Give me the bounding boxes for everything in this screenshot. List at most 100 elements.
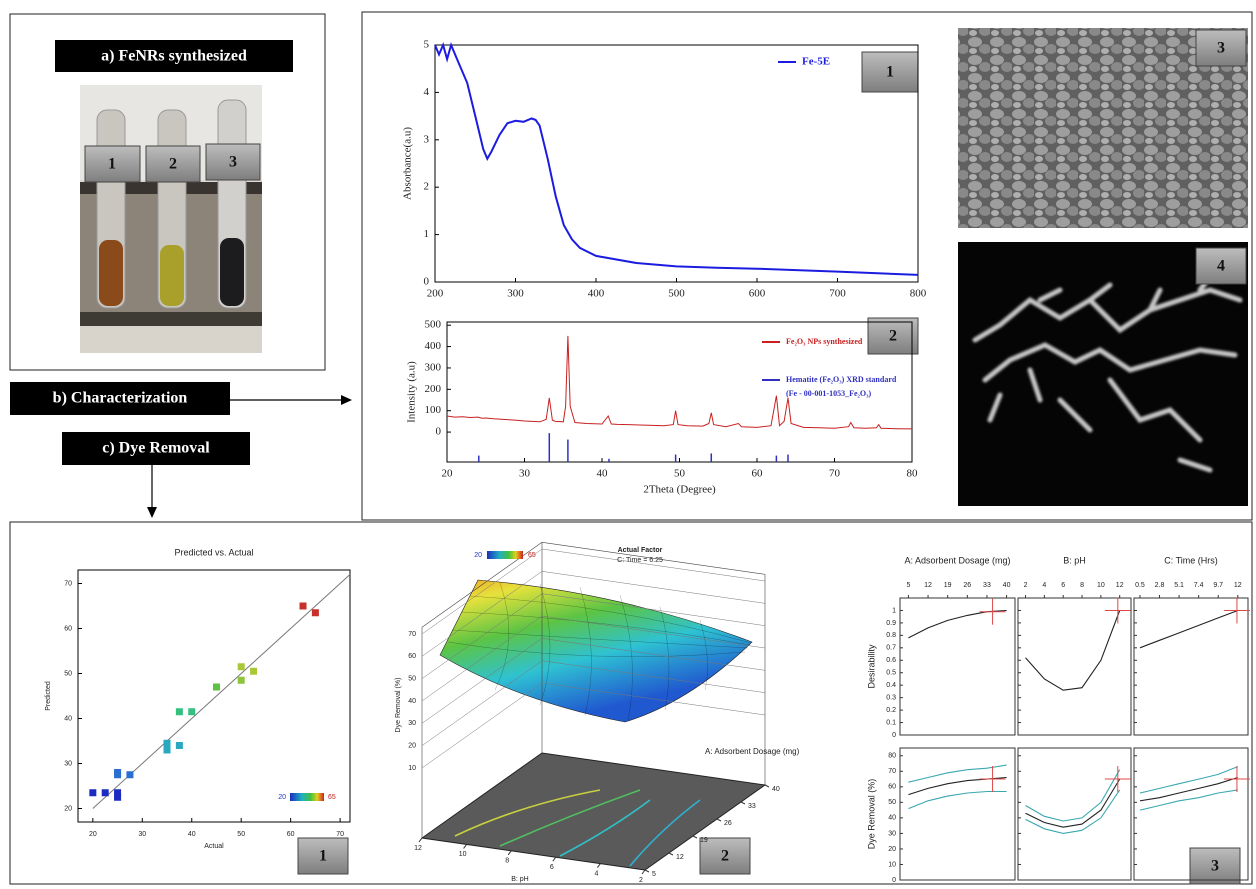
y-tick-label: 70 bbox=[64, 580, 72, 587]
badge-label: 2 bbox=[721, 848, 729, 865]
removal-upper bbox=[908, 765, 1006, 782]
badge-label: 1 bbox=[886, 64, 894, 81]
x-tick-label: 30 bbox=[519, 468, 531, 480]
z-tick-label: 50 bbox=[408, 676, 416, 683]
x-tick bbox=[741, 802, 745, 804]
row-label: Dye Removal (%) bbox=[866, 779, 876, 850]
badge-label: 3 bbox=[1217, 40, 1225, 57]
badge-label: 4 bbox=[1217, 258, 1225, 275]
x-tick bbox=[669, 853, 673, 855]
x-tick-label: 19 bbox=[944, 582, 952, 589]
y-tick-label: 20 bbox=[888, 846, 896, 853]
panel-frame bbox=[900, 748, 1015, 880]
y-tick bbox=[508, 851, 511, 855]
y-tick-label: 0.2 bbox=[886, 707, 896, 714]
y-tick-label: 50 bbox=[888, 799, 896, 806]
y-tick-label: 0 bbox=[436, 426, 442, 438]
x-tick-label: 10 bbox=[1097, 582, 1105, 589]
z-tick-label: 10 bbox=[408, 765, 416, 772]
y-tick-label: 5 bbox=[424, 39, 430, 51]
y-tick-label: 0 bbox=[892, 877, 896, 884]
x-tick-label: 33 bbox=[983, 582, 991, 589]
x-tick-label: 12 bbox=[676, 854, 684, 861]
y-tick-label: 2 bbox=[639, 877, 643, 884]
row-label: Desirability bbox=[866, 644, 876, 689]
y-tick-label: 40 bbox=[64, 715, 72, 722]
y-tick-label: 4 bbox=[594, 870, 598, 877]
desirability-curve bbox=[908, 611, 1006, 638]
x-tick-label: 26 bbox=[724, 820, 732, 827]
panel-b-title: b) Characterization bbox=[53, 390, 188, 407]
x-tick-label: 12 bbox=[924, 582, 932, 589]
y-tick-label: 0.6 bbox=[886, 657, 896, 664]
legend-label: Hematite (Fe₂O₃) XRD standard bbox=[786, 375, 897, 384]
x-tick-label: 8 bbox=[1080, 582, 1084, 589]
x-tick-label: 50 bbox=[674, 468, 686, 480]
y-tick-label: 10 bbox=[888, 861, 896, 868]
page: a) FeNRs synthesized 1 2 3 b) Characteri… bbox=[0, 0, 1256, 889]
y-tick-label: 0 bbox=[892, 732, 896, 739]
x-tick-label: 19 bbox=[700, 837, 708, 844]
colorbar-min: 20 bbox=[474, 552, 482, 559]
tube-label: 1 bbox=[108, 156, 116, 173]
x-tick-label: 4 bbox=[1042, 582, 1046, 589]
badge-label: 3 bbox=[1211, 858, 1219, 875]
y-tick-label: 12 bbox=[414, 845, 422, 852]
y-axis-label: Predicted bbox=[45, 681, 52, 711]
z-tick-label: 60 bbox=[408, 653, 416, 660]
tube-label: 2 bbox=[169, 156, 177, 173]
y-tick-label: 50 bbox=[64, 670, 72, 677]
badge-label: 1 bbox=[319, 848, 327, 865]
chart-title: Predicted vs. Actual bbox=[174, 547, 253, 557]
x-tick-label: 300 bbox=[507, 288, 524, 300]
z-tick-label: 30 bbox=[408, 720, 416, 727]
y-tick-label: 6 bbox=[550, 864, 554, 871]
y-tick-label: 0.3 bbox=[886, 694, 896, 701]
y-axis-label: Intensity (a.u) bbox=[406, 361, 418, 423]
y-tick-label: 100 bbox=[425, 404, 442, 416]
y-tick bbox=[419, 838, 422, 842]
removal-lower bbox=[1140, 790, 1238, 810]
point bbox=[176, 742, 183, 749]
y-tick-label: 1 bbox=[892, 607, 896, 614]
factor-name: B: pH bbox=[1063, 555, 1086, 565]
point bbox=[238, 663, 245, 670]
x-tick-label: 5.1 bbox=[1174, 582, 1184, 589]
y-tick bbox=[464, 844, 467, 848]
annotation-title: Actual Factor bbox=[618, 547, 663, 554]
legend-note: (Fe - 00-001-1053_Fe₂O₃) bbox=[786, 389, 872, 398]
y-tick-label: 70 bbox=[888, 768, 896, 775]
y-tick-label: 4 bbox=[424, 86, 430, 98]
y-tick-label: 0 bbox=[424, 276, 430, 288]
y-axis-label: Absorbance(a.u) bbox=[402, 127, 414, 200]
plot-frame bbox=[435, 45, 918, 282]
point bbox=[102, 789, 109, 796]
y-tick-label: 0.9 bbox=[886, 620, 896, 627]
point bbox=[89, 789, 96, 796]
point bbox=[114, 794, 121, 801]
x-tick-label: 5 bbox=[906, 582, 910, 589]
y-tick-label: 500 bbox=[425, 319, 442, 331]
x-tick-label: 400 bbox=[588, 288, 605, 300]
y-tick bbox=[642, 870, 645, 874]
desirability-curve bbox=[1026, 611, 1120, 691]
x-tick-label: 60 bbox=[752, 468, 764, 480]
point bbox=[250, 668, 257, 675]
point bbox=[164, 740, 171, 747]
arrow-head bbox=[147, 507, 157, 518]
colorbar-max: 65 bbox=[328, 794, 336, 801]
y-axis-label: B: pH bbox=[511, 876, 529, 883]
x-tick-label: 60 bbox=[287, 831, 295, 838]
removal-lower bbox=[1026, 790, 1120, 834]
annotation: C: Time = 6.25 bbox=[617, 557, 663, 564]
figure: a) FeNRs synthesized 1 2 3 b) Characteri… bbox=[0, 0, 1256, 889]
removal-upper bbox=[1140, 767, 1238, 793]
badge-label: 2 bbox=[889, 328, 897, 345]
point bbox=[176, 708, 183, 715]
y-tick-label: 8 bbox=[505, 858, 509, 865]
colorbar bbox=[487, 551, 523, 559]
panel-c-title: c) Dye Removal bbox=[102, 440, 210, 457]
x-tick bbox=[693, 836, 697, 838]
factor-name: C: Time (Hrs) bbox=[1164, 555, 1218, 565]
point bbox=[213, 684, 220, 691]
